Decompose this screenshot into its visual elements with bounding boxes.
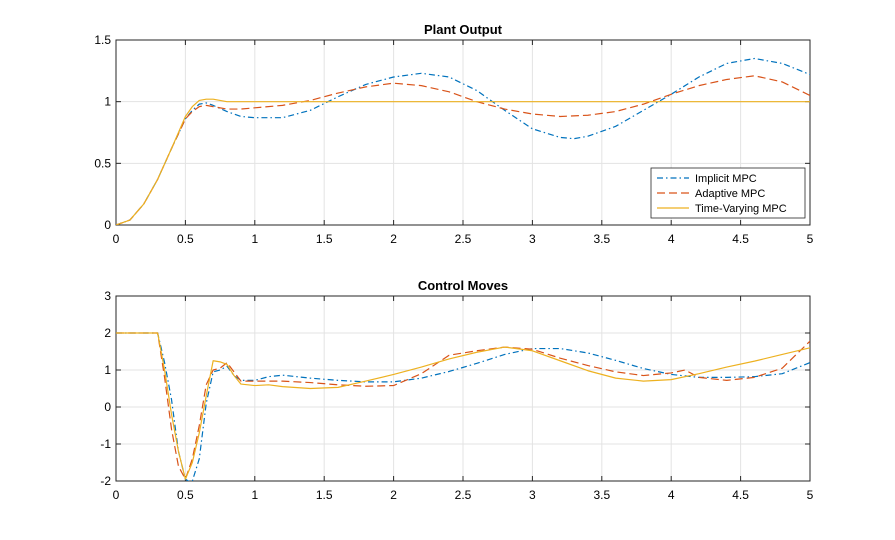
control-moves-series — [116, 332, 810, 481]
plant-output-title: Plant Output — [424, 22, 503, 37]
plant-output-x-tick-label: 3 — [529, 232, 536, 246]
control-moves-x-tick-label: 3 — [529, 488, 536, 502]
control-moves-y-tick-label: -1 — [100, 437, 111, 451]
legend-label: Adaptive MPC — [695, 188, 765, 200]
plant-output-series-time-varying-mpc — [116, 98, 810, 225]
plant-output-x-tick-label: 0 — [113, 232, 120, 246]
plant-output-x-tick-label: 2.5 — [455, 232, 472, 246]
control-moves-series-adaptive-mpc — [116, 332, 810, 480]
plant-output-series-adaptive-mpc — [116, 75, 810, 225]
plant-output-x-tick-label: 5 — [807, 232, 814, 246]
control-moves-x-tick-label: 1.5 — [316, 488, 333, 502]
control-moves-y-tick-label: -2 — [100, 474, 111, 488]
plant-output-series — [116, 57, 810, 225]
control-moves-x-tick-label: 1 — [251, 488, 258, 502]
control-moves-x-tick-label: 3.5 — [593, 488, 610, 502]
control-moves-x-tick-label: 0 — [113, 488, 120, 502]
plant-output-x-tick-label: 3.5 — [593, 232, 610, 246]
plant-output-y-tick-label: 0.5 — [94, 156, 111, 170]
plant-output-x-tick-label: 4.5 — [732, 232, 749, 246]
plant-output-y-tick-label: 1.5 — [94, 33, 111, 47]
plant-output-axes: Plant Output 0 0.5 1 1.5 2 2.5 3 3.5 4 4.5 5 0 0.5 1 1… — [94, 22, 813, 246]
control-moves-y-tick-label: 1 — [104, 363, 111, 377]
plant-output-ticks: 0 0.5 1 1.5 2 2.5 3 3.5 4 4.5 5 0 0.5 1 1.5 — [94, 33, 813, 246]
plant-output-x-tick-label: 0.5 — [177, 232, 194, 246]
legend-label: Implicit MPC — [695, 173, 757, 185]
plant-output-x-tick-label: 1.5 — [316, 232, 333, 246]
control-moves-title: Control Moves — [418, 278, 508, 293]
plant-output-legend: Implicit MPC Adaptive MPC Time-Varying MPC — [650, 167, 806, 219]
control-moves-y-tick-label: 0 — [104, 400, 111, 414]
control-moves-axes: Control Moves 0 0.5 1 1.5 2 2.5 3 3.5 4 4.5 5-2-10… — [100, 278, 813, 502]
plant-output-y-tick-label: 0 — [104, 218, 111, 232]
plant-output-x-tick-label: 4 — [668, 232, 675, 246]
control-moves-x-tick-label: 4 — [668, 488, 675, 502]
control-moves-x-tick-label: 4.5 — [732, 488, 749, 502]
control-moves-y-tick-label: 2 — [104, 326, 111, 340]
control-moves-x-tick-label: 0.5 — [177, 488, 194, 502]
control-moves-x-tick-label: 5 — [807, 488, 814, 502]
control-moves-series-time-varying-mpc — [116, 332, 810, 480]
legend-label: Time-Varying MPC — [695, 203, 787, 215]
control-moves-y-tick-label: 3 — [104, 289, 111, 303]
control-moves-x-tick-label: 2 — [390, 488, 397, 502]
control-moves-ticks: 0 0.5 1 1.5 2 2.5 3 3.5 4 4.5 5 -2 -1 0 1 2 3 — [100, 289, 813, 502]
control-moves-x-tick-label: 2.5 — [455, 488, 472, 502]
plant-output-x-tick-label: 1 — [251, 232, 258, 246]
plant-output-x-tick-label: 2 — [390, 232, 397, 246]
plant-output-y-tick-label: 1 — [104, 95, 111, 109]
